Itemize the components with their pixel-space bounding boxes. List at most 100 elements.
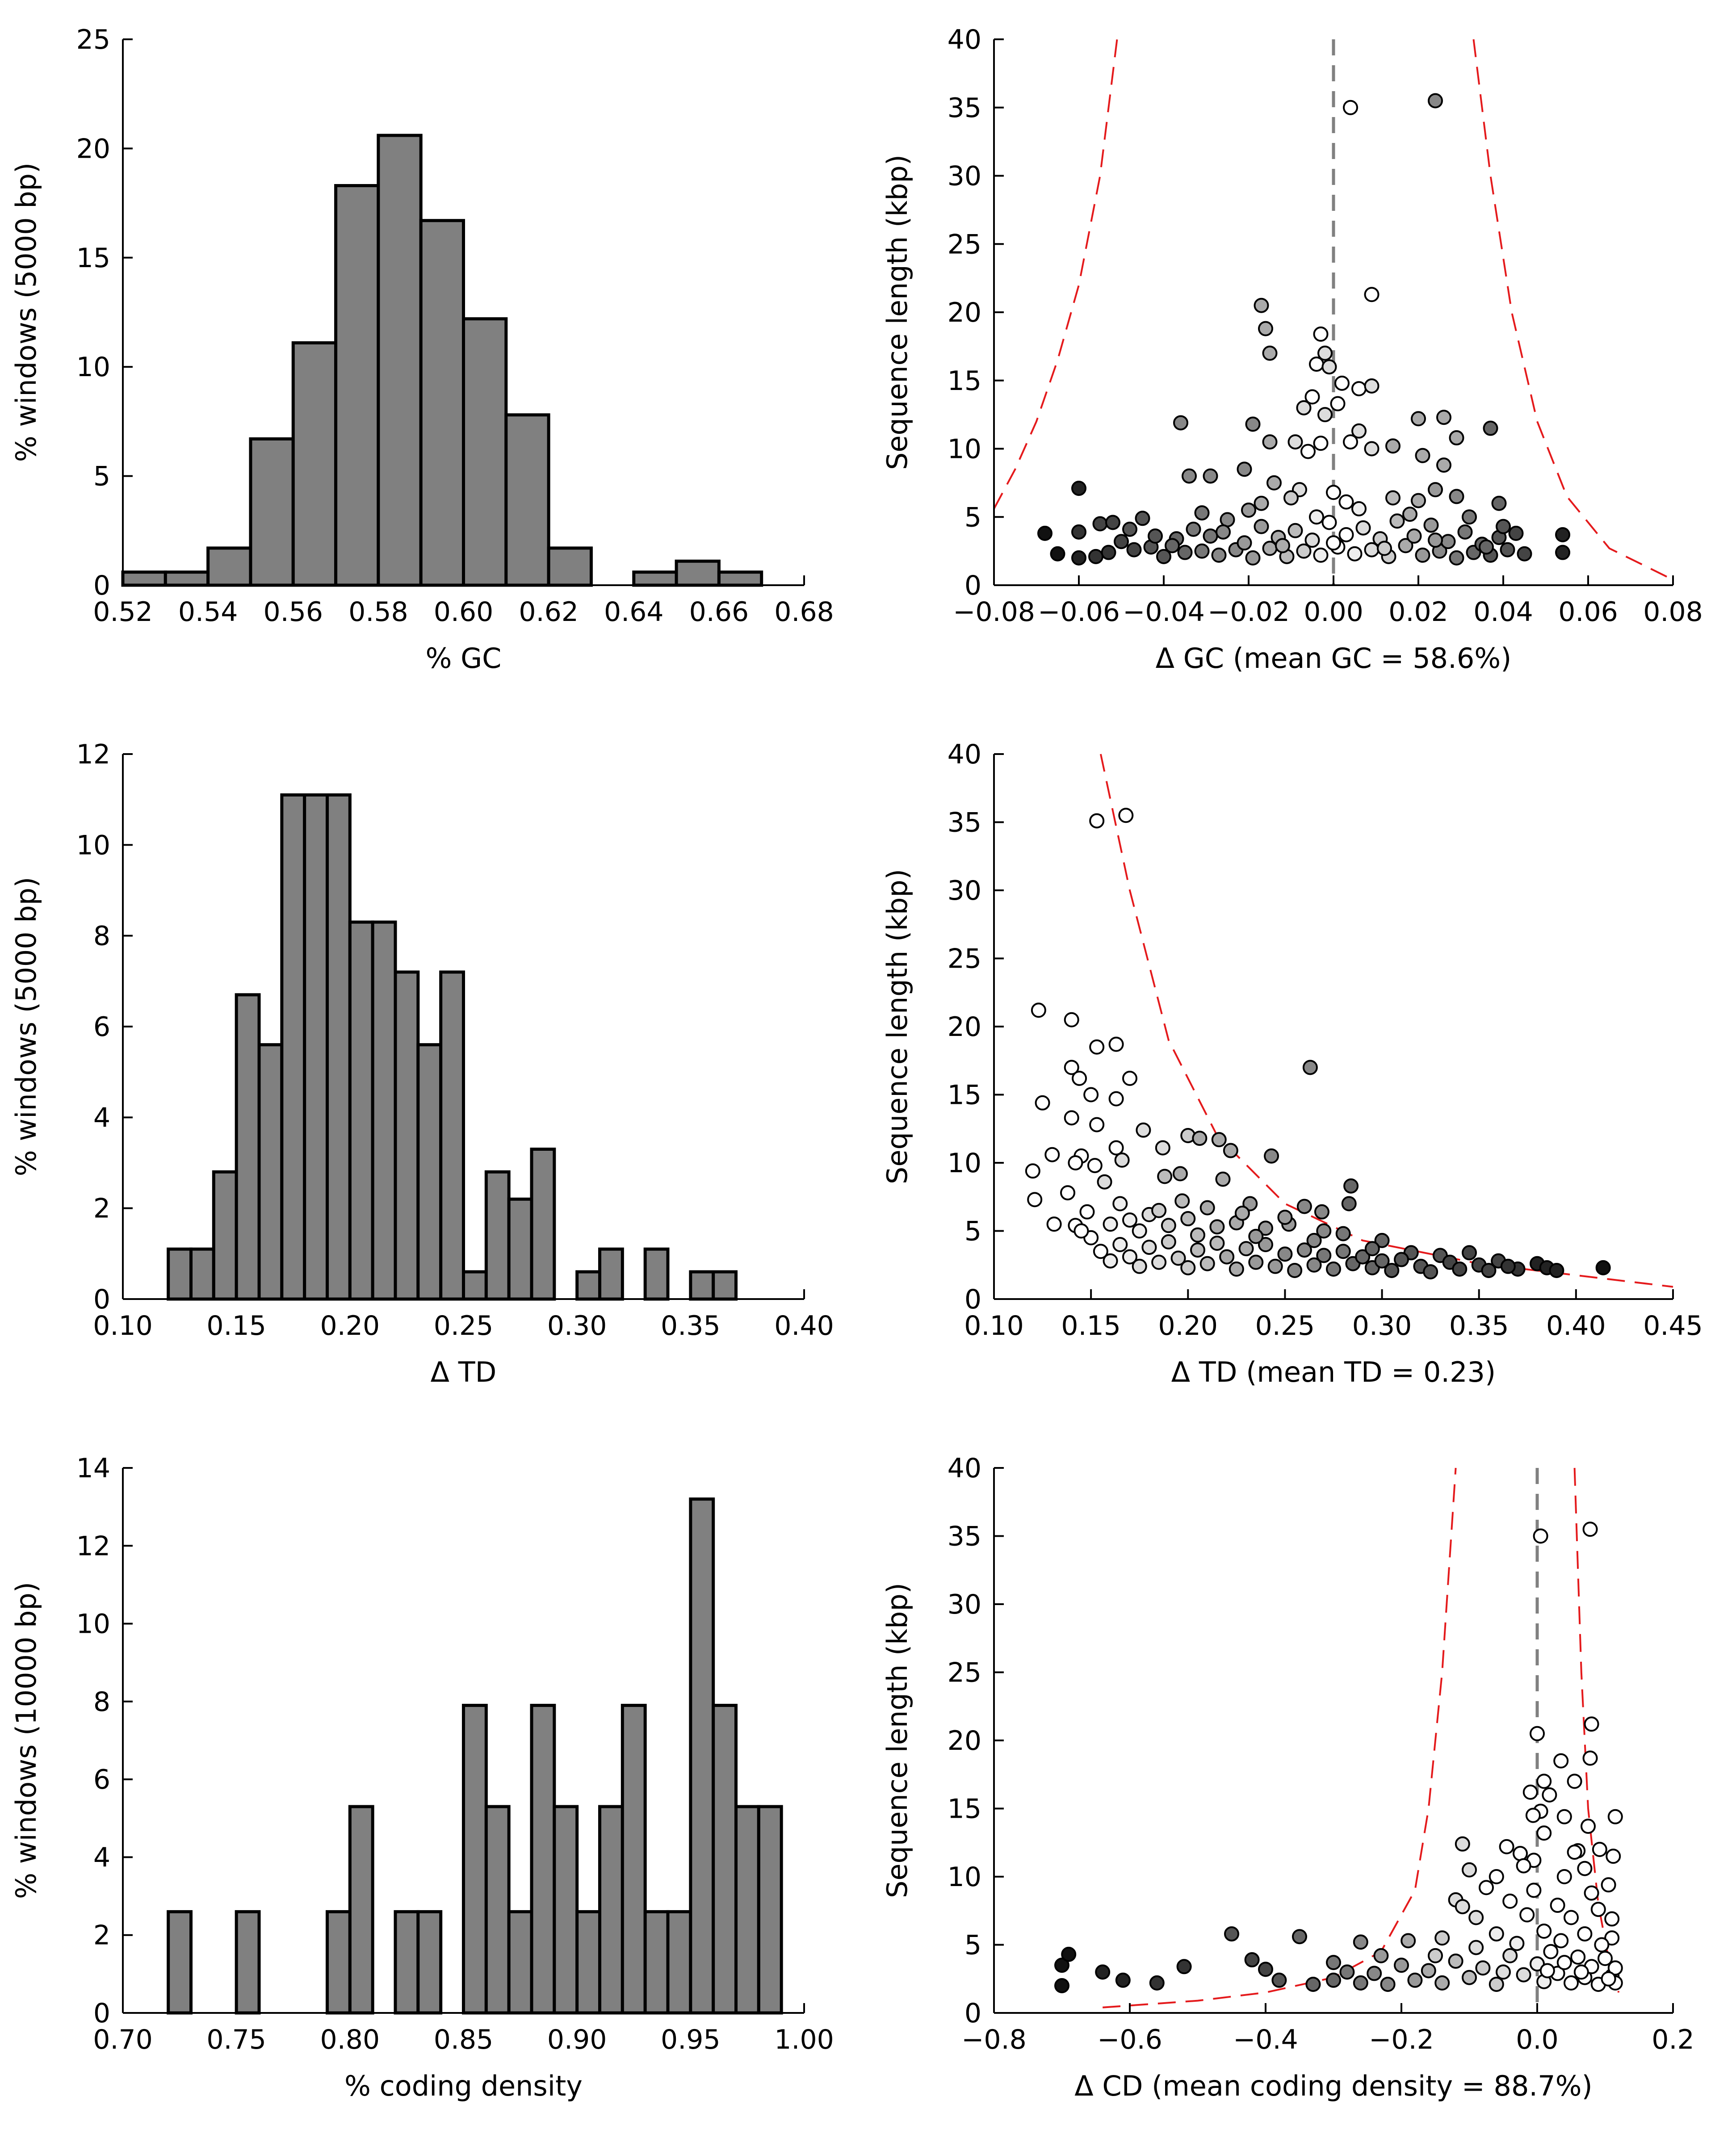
data-point [1266, 475, 1282, 490]
data-point [1508, 525, 1524, 541]
y-tick-label: 10 [76, 352, 110, 383]
histogram-bar [235, 1910, 261, 2015]
data-point [1326, 535, 1341, 551]
data-point [1564, 1910, 1579, 1925]
y-tick-label: 10 [76, 830, 110, 861]
data-point [1343, 1178, 1359, 1194]
x-tick-label: 1.00 [774, 2024, 834, 2055]
x-tick-label: 0.20 [320, 1310, 380, 1341]
histogram-bar [167, 1910, 193, 2015]
data-point [1343, 100, 1358, 115]
data-point [1347, 546, 1363, 562]
data-point [1149, 1975, 1165, 1991]
x-tick-label: 0.80 [320, 2024, 380, 2055]
y-tick-label: 20 [948, 1725, 981, 1757]
y-tick-label: 40 [948, 739, 981, 770]
data-point [1194, 543, 1210, 559]
data-point [1489, 1926, 1504, 1942]
data-point [1277, 1246, 1293, 1262]
data-point [1604, 1911, 1620, 1927]
x-tick-label: 0.2 [1652, 2024, 1694, 2055]
data-point [1513, 1846, 1528, 1861]
data-point [1229, 1261, 1244, 1277]
data-point [1533, 1528, 1548, 1544]
x-tick-label: 0.90 [547, 2024, 607, 2055]
data-point [1050, 546, 1065, 562]
data-point [1500, 542, 1515, 558]
histogram-bar [212, 1170, 238, 1301]
data-point [1550, 1898, 1565, 1913]
y-tick-label: 6 [93, 1764, 110, 1795]
data-point [1317, 407, 1333, 423]
data-point [1452, 1261, 1468, 1277]
x-tick-label: 0.0 [1516, 2024, 1558, 2055]
histogram-bar [621, 1704, 647, 2015]
x-tick-label: −0.2 [1369, 2024, 1434, 2055]
data-point [1428, 1948, 1443, 1963]
y-tick-label: 5 [964, 1930, 981, 1961]
histogram-bar [689, 1270, 715, 1301]
y-tick-label: 25 [948, 943, 981, 975]
x-tick-label: 0.08 [1643, 596, 1703, 628]
data-point [1103, 1216, 1118, 1232]
data-point [1258, 1220, 1273, 1236]
data-point [1277, 1210, 1293, 1225]
x-tick-label: 0.60 [434, 596, 494, 628]
y-tick-label: 35 [948, 807, 981, 838]
data-point [1093, 1244, 1108, 1259]
data-point [1287, 434, 1303, 450]
y-tick-label: 0 [93, 1284, 110, 1315]
data-point [1209, 1235, 1225, 1251]
y-tick-label: 4 [93, 1102, 110, 1133]
data-point [1267, 1258, 1283, 1274]
data-point [1300, 444, 1316, 459]
data-point [1335, 1226, 1351, 1241]
data-point [1316, 1223, 1332, 1239]
data-point [1112, 1196, 1128, 1212]
data-point [1296, 543, 1312, 559]
data-point [1122, 1249, 1137, 1265]
data-point [1031, 1002, 1046, 1018]
data-point [1157, 1169, 1173, 1184]
x-tick-label: 0.64 [604, 596, 664, 628]
x-tick-label: −0.6 [1097, 2024, 1162, 2055]
histogram-bar [326, 1910, 352, 2015]
x-axis-label: Δ TD [431, 1356, 497, 1388]
data-point [1517, 546, 1532, 562]
data-point [1530, 1956, 1545, 1972]
histogram-bar [712, 1270, 738, 1301]
data-point [1428, 93, 1443, 109]
y-tick-label: 10 [948, 1861, 981, 1893]
x-tick-label: 0.35 [1449, 1310, 1509, 1341]
histogram-bar [666, 1910, 692, 2015]
histogram-bar [712, 1704, 738, 2015]
data-point [1287, 523, 1303, 538]
x-tick-label: 0.40 [774, 1310, 834, 1341]
data-point [1555, 527, 1570, 542]
data-point [1292, 1929, 1307, 1945]
data-point [1245, 416, 1261, 432]
data-point [1220, 512, 1235, 528]
data-point [1326, 1972, 1341, 1988]
histogram-bar [189, 1247, 215, 1301]
y-tick-label: 0 [964, 1284, 981, 1315]
x-axis-label: Δ GC (mean GC = 58.6%) [1156, 642, 1512, 675]
data-point [1536, 1825, 1552, 1841]
x-tick-label: 0.45 [1643, 1310, 1703, 1341]
data-point [1502, 1948, 1518, 1963]
data-point [1054, 1978, 1069, 1993]
x-tick-label: 0.70 [93, 2024, 153, 2055]
x-tick-label: 0.56 [263, 596, 323, 628]
data-point [1434, 1975, 1450, 1991]
data-point [1411, 411, 1426, 427]
data-point [1543, 1944, 1559, 1959]
data-point [1421, 1963, 1436, 1979]
y-axis-label: % windows (10000 bp) [10, 1582, 42, 1899]
data-point [1542, 1787, 1557, 1803]
histogram-bar [757, 1805, 783, 2015]
y-tick-label: 25 [948, 229, 981, 260]
histogram-bar [303, 793, 329, 1301]
data-point [1553, 1933, 1569, 1949]
td-histogram-panel: 0.10 0.15 0.20 0.25 0.30 0.35 0.40 0 2 4 6 8 10 12 Δ T… [10, 739, 834, 1388]
x-tick-label: 0.35 [661, 1310, 721, 1341]
